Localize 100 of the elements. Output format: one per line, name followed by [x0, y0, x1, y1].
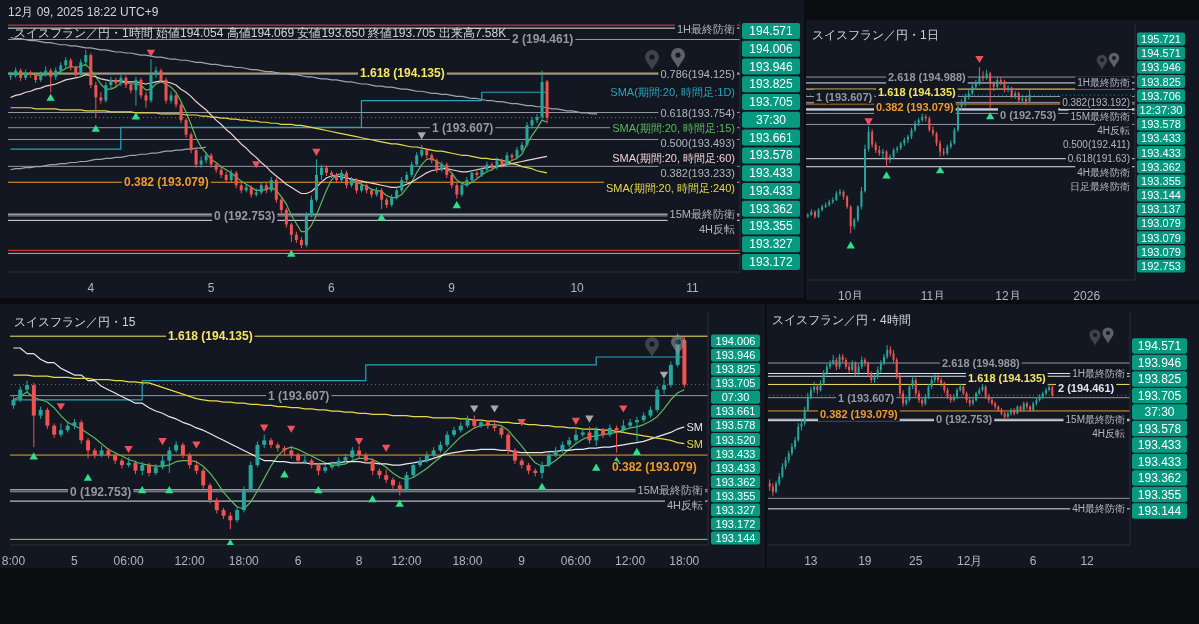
- series-label: SM: [686, 437, 703, 450]
- text: 193.578: [1137, 421, 1182, 436]
- annotation: 4H反転: [698, 223, 735, 236]
- x-tick-label: 5: [207, 280, 215, 295]
- ref-line-label: 2 (194.461): [511, 32, 574, 47]
- text: 193.137: [1141, 203, 1181, 216]
- text: 193.144: [715, 532, 756, 544]
- chart-title: スイスフラン／円・1日: [812, 28, 939, 42]
- text: 37:30: [755, 112, 787, 127]
- text: 193.327: [715, 503, 756, 516]
- x-tick-label: 19: [858, 553, 872, 568]
- text: 193.578: [1141, 118, 1181, 131]
- annotation: 0.500(193.493): [660, 136, 735, 149]
- text: 194.006: [715, 335, 756, 347]
- text: 193.706: [1141, 89, 1181, 102]
- ref-line-label: 1.618 (194.135): [968, 372, 1047, 385]
- text: 193.362: [1137, 471, 1182, 485]
- text: 07:30: [721, 391, 750, 404]
- annotation: 1H最終防衛: [676, 23, 735, 35]
- x-tick-label: 5: [71, 553, 79, 568]
- text: 193.144: [1141, 189, 1181, 202]
- text: 193.172: [715, 517, 756, 530]
- text: 194.571: [1141, 47, 1181, 60]
- text: 193.433: [749, 183, 794, 198]
- x-tick-label: 8:00: [1, 553, 26, 568]
- text: 193.079: [1141, 217, 1181, 230]
- text: 193.433: [1137, 438, 1182, 452]
- x-tick-label: 11: [686, 280, 699, 295]
- annotation: 15M最終防衛: [637, 483, 703, 496]
- text: 193.355: [1141, 174, 1181, 187]
- ref-line-label: 1 (193.607): [267, 388, 330, 403]
- annotation: 4H反転: [1097, 124, 1130, 136]
- annotation: 4H最終防衛: [1077, 166, 1130, 178]
- annotation: 4H反転: [666, 498, 703, 511]
- text: 193.355: [1137, 487, 1182, 502]
- x-tick-label: 4: [87, 280, 95, 295]
- ref-line-label: 2.618 (194.988): [942, 357, 1021, 370]
- x-tick-label: 18:00: [669, 553, 700, 568]
- ref-line-label: 0 (192.753): [1000, 108, 1057, 121]
- ref-line-label: 1.618 (194.135): [878, 86, 957, 99]
- text: SMA(期間:20, 時間足:1D): [610, 86, 735, 99]
- x-tick-label: 13: [804, 553, 818, 568]
- x-tick-label: 25: [908, 553, 923, 568]
- text: 193.144: [1137, 504, 1182, 518]
- ref-line-label: 0 (192.753): [69, 484, 132, 499]
- x-tick-label: 06:00: [560, 553, 592, 568]
- text: 193.946: [1141, 61, 1181, 74]
- annotation: 日足最終防衛: [1070, 180, 1130, 192]
- text: 193.433: [715, 447, 756, 460]
- text: 193.172: [749, 255, 794, 269]
- text: 194.571: [1137, 339, 1182, 353]
- text: 193.661: [749, 130, 794, 145]
- text: 193.520: [715, 433, 756, 446]
- series-label: SM: [686, 420, 703, 433]
- ref-line-label: 0 (192.753): [936, 413, 993, 426]
- x-tick-label: 2026: [1073, 288, 1101, 303]
- x-tick-label: 12:00: [174, 553, 205, 568]
- text: 193.946: [1137, 355, 1182, 370]
- x-tick-label: 12:00: [391, 553, 422, 568]
- text: 193.433: [715, 461, 756, 474]
- text: 193.705: [1137, 388, 1182, 403]
- text: 193.946: [715, 349, 756, 362]
- ref-line-label: 0 (192.753): [213, 208, 276, 223]
- x-tick-label: 06:00: [113, 553, 144, 568]
- text: 193.355: [749, 219, 794, 234]
- annotation: 0.382(193.192): [1062, 96, 1130, 108]
- x-tick-label: 12:00: [615, 553, 646, 568]
- annotation: 0.500(192.411): [1062, 138, 1130, 150]
- text: 193.079: [1141, 231, 1181, 244]
- text: 193.079: [1141, 245, 1181, 258]
- x-tick-label: 6: [1029, 553, 1037, 568]
- x-tick-label: 18:00: [452, 553, 483, 568]
- annotation: 0.618(193.754): [660, 106, 735, 119]
- text: 193.946: [749, 59, 794, 74]
- annotation: 1H最終防衛: [1072, 367, 1125, 379]
- text: SMA(期間:20, 時間足:15): [612, 121, 735, 134]
- annotation: 0.786(194.125): [660, 68, 735, 81]
- ref-line-label: 2.618 (194.988): [888, 71, 967, 84]
- text: 193.578: [749, 148, 794, 163]
- annotation: 0.382(193.233): [660, 166, 735, 179]
- text: SMA(期間:20, 時間足:240): [606, 181, 735, 194]
- text: SMA(期間:20, 時間足:60): [612, 151, 735, 164]
- chart-title: 12月 09, 2025 18:22 UTC+9: [8, 5, 159, 19]
- text: 193.825: [715, 363, 756, 376]
- ref-line-label: 0.382 (193.079): [612, 460, 697, 475]
- annotation: 15M最終防衛: [1065, 414, 1125, 426]
- annotation: 4H反転: [1092, 428, 1125, 440]
- x-tick-label: 12月: [956, 553, 983, 568]
- text: 193.825: [1137, 372, 1182, 386]
- ref-line-label: 1 (193.607): [816, 90, 873, 103]
- text: スイスフラン／円・1時間 始値194.054 高値194.069 安値193.650 終値193.705 出来高7.58K: [14, 26, 507, 40]
- text: 193.355: [715, 489, 756, 502]
- ref-line-label: 1 (193.607): [431, 120, 494, 135]
- ref-line-label: 1.618 (194.135): [360, 66, 445, 81]
- text: 193.362: [715, 475, 756, 488]
- ref-line-label: 1 (193.607): [838, 391, 895, 404]
- text: 192.753: [1141, 260, 1181, 272]
- text: 193.825: [749, 77, 794, 92]
- x-tick-label: 6: [328, 280, 336, 295]
- x-tick-label: 10: [570, 280, 585, 295]
